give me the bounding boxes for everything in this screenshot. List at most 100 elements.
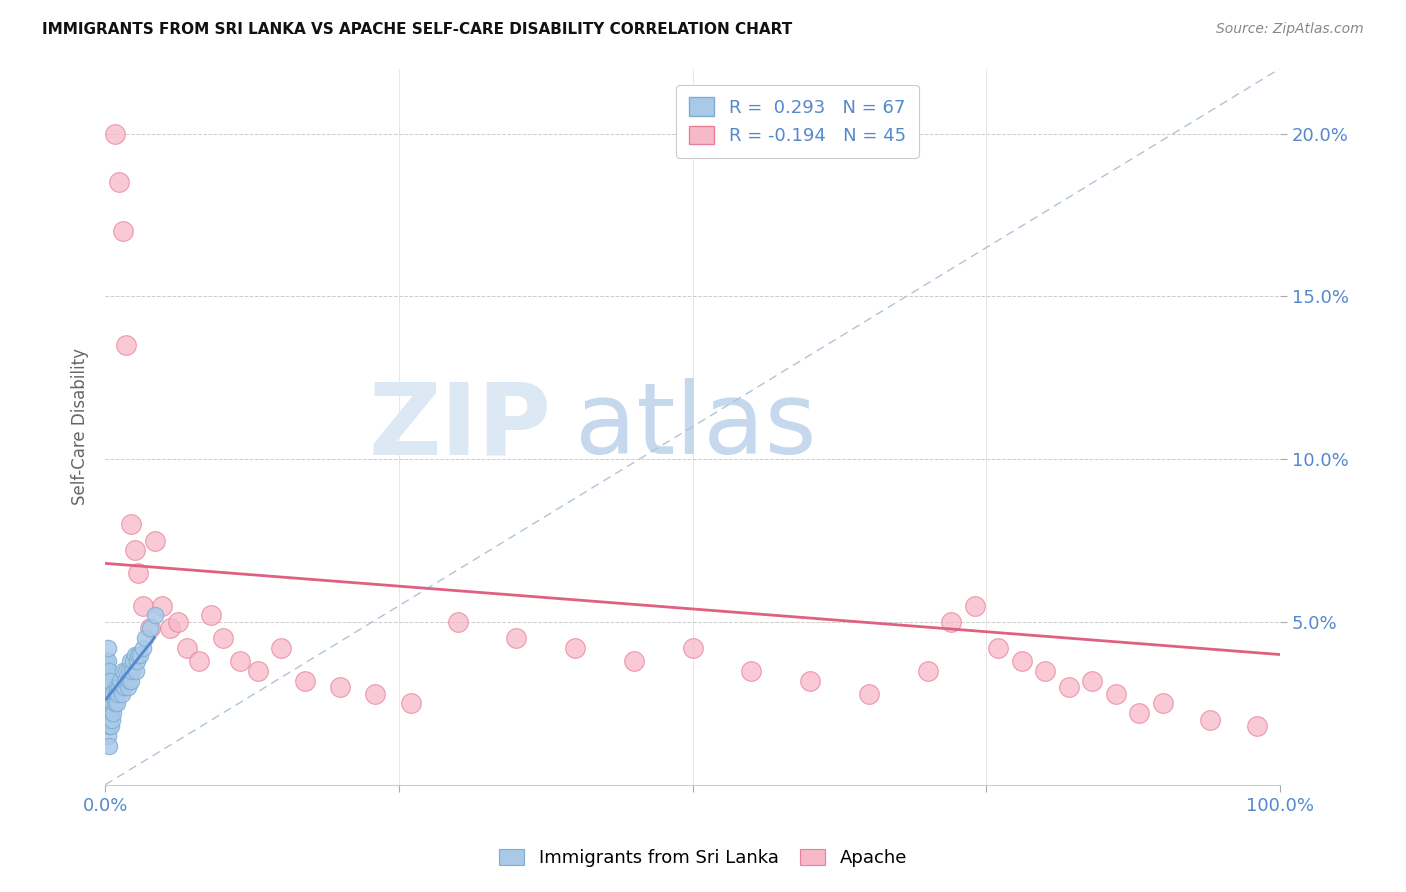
- Point: [122, 654, 145, 668]
- Point: [150, 599, 173, 613]
- Text: ZIP: ZIP: [368, 378, 551, 475]
- Point: [107, 687, 129, 701]
- Point: [159, 622, 181, 636]
- Point: [188, 654, 211, 668]
- Point: [799, 673, 821, 688]
- Point: [98, 713, 121, 727]
- Point: [111, 687, 134, 701]
- Point: [176, 640, 198, 655]
- Point: [1081, 673, 1104, 688]
- Point: [115, 664, 138, 678]
- Point: [111, 664, 134, 678]
- Legend: R =  0.293   N = 67, R = -0.194   N = 45: R = 0.293 N = 67, R = -0.194 N = 45: [676, 85, 918, 158]
- Text: Source: ZipAtlas.com: Source: ZipAtlas.com: [1216, 22, 1364, 37]
- Point: [104, 687, 127, 701]
- Point: [1152, 697, 1174, 711]
- Point: [939, 615, 962, 629]
- Point: [1033, 664, 1056, 678]
- Point: [117, 680, 139, 694]
- Point: [97, 706, 120, 720]
- Point: [98, 673, 121, 688]
- Point: [211, 632, 233, 646]
- Point: [127, 648, 149, 662]
- Point: [124, 543, 146, 558]
- Point: [105, 697, 128, 711]
- Point: [118, 664, 141, 678]
- Point: [858, 687, 880, 701]
- Point: [1128, 706, 1150, 720]
- Point: [104, 697, 127, 711]
- Point: [97, 697, 120, 711]
- Point: [97, 697, 120, 711]
- Point: [294, 673, 316, 688]
- Text: atlas: atlas: [575, 378, 817, 475]
- Point: [399, 697, 422, 711]
- Point: [97, 687, 120, 701]
- Point: [96, 680, 118, 694]
- Point: [97, 680, 120, 694]
- Point: [1246, 719, 1268, 733]
- Point: [96, 673, 118, 688]
- Point: [118, 654, 141, 668]
- Point: [1011, 654, 1033, 668]
- Point: [246, 664, 269, 678]
- Point: [98, 687, 121, 701]
- Point: [97, 739, 120, 753]
- Point: [143, 608, 166, 623]
- Point: [114, 673, 136, 688]
- Point: [103, 687, 125, 701]
- Point: [364, 687, 387, 701]
- Point: [125, 654, 148, 668]
- Point: [125, 664, 148, 678]
- Point: [108, 680, 131, 694]
- Point: [143, 533, 166, 548]
- Point: [127, 566, 149, 581]
- Point: [270, 640, 292, 655]
- Point: [103, 706, 125, 720]
- Point: [118, 673, 141, 688]
- Point: [97, 664, 120, 678]
- Point: [101, 713, 124, 727]
- Point: [97, 680, 120, 694]
- Point: [96, 670, 118, 684]
- Point: [1198, 713, 1220, 727]
- Point: [97, 673, 120, 688]
- Point: [110, 673, 132, 688]
- Point: [97, 670, 120, 684]
- Point: [120, 673, 142, 688]
- Point: [134, 632, 156, 646]
- Point: [97, 664, 120, 678]
- Point: [112, 680, 135, 694]
- Point: [229, 654, 252, 668]
- Point: [623, 654, 645, 668]
- Legend: Immigrants from Sri Lanka, Apache: Immigrants from Sri Lanka, Apache: [492, 841, 914, 874]
- Point: [100, 687, 122, 701]
- Point: [108, 176, 131, 190]
- Point: [740, 664, 762, 678]
- Point: [167, 615, 190, 629]
- Point: [96, 664, 118, 678]
- Point: [96, 687, 118, 701]
- Point: [917, 664, 939, 678]
- Point: [96, 667, 118, 681]
- Point: [1057, 680, 1080, 694]
- Point: [105, 680, 128, 694]
- Point: [97, 719, 120, 733]
- Point: [139, 622, 162, 636]
- Point: [682, 640, 704, 655]
- Point: [505, 632, 527, 646]
- Point: [963, 599, 986, 613]
- Point: [200, 608, 222, 623]
- Point: [104, 127, 127, 141]
- Point: [97, 640, 120, 655]
- Point: [111, 224, 134, 238]
- Point: [96, 697, 118, 711]
- Point: [100, 706, 122, 720]
- Point: [132, 640, 155, 655]
- Point: [97, 729, 120, 743]
- Point: [96, 713, 118, 727]
- Point: [115, 338, 138, 352]
- Point: [97, 687, 120, 701]
- Text: IMMIGRANTS FROM SRI LANKA VS APACHE SELF-CARE DISABILITY CORRELATION CHART: IMMIGRANTS FROM SRI LANKA VS APACHE SELF…: [42, 22, 793, 37]
- Point: [96, 657, 118, 672]
